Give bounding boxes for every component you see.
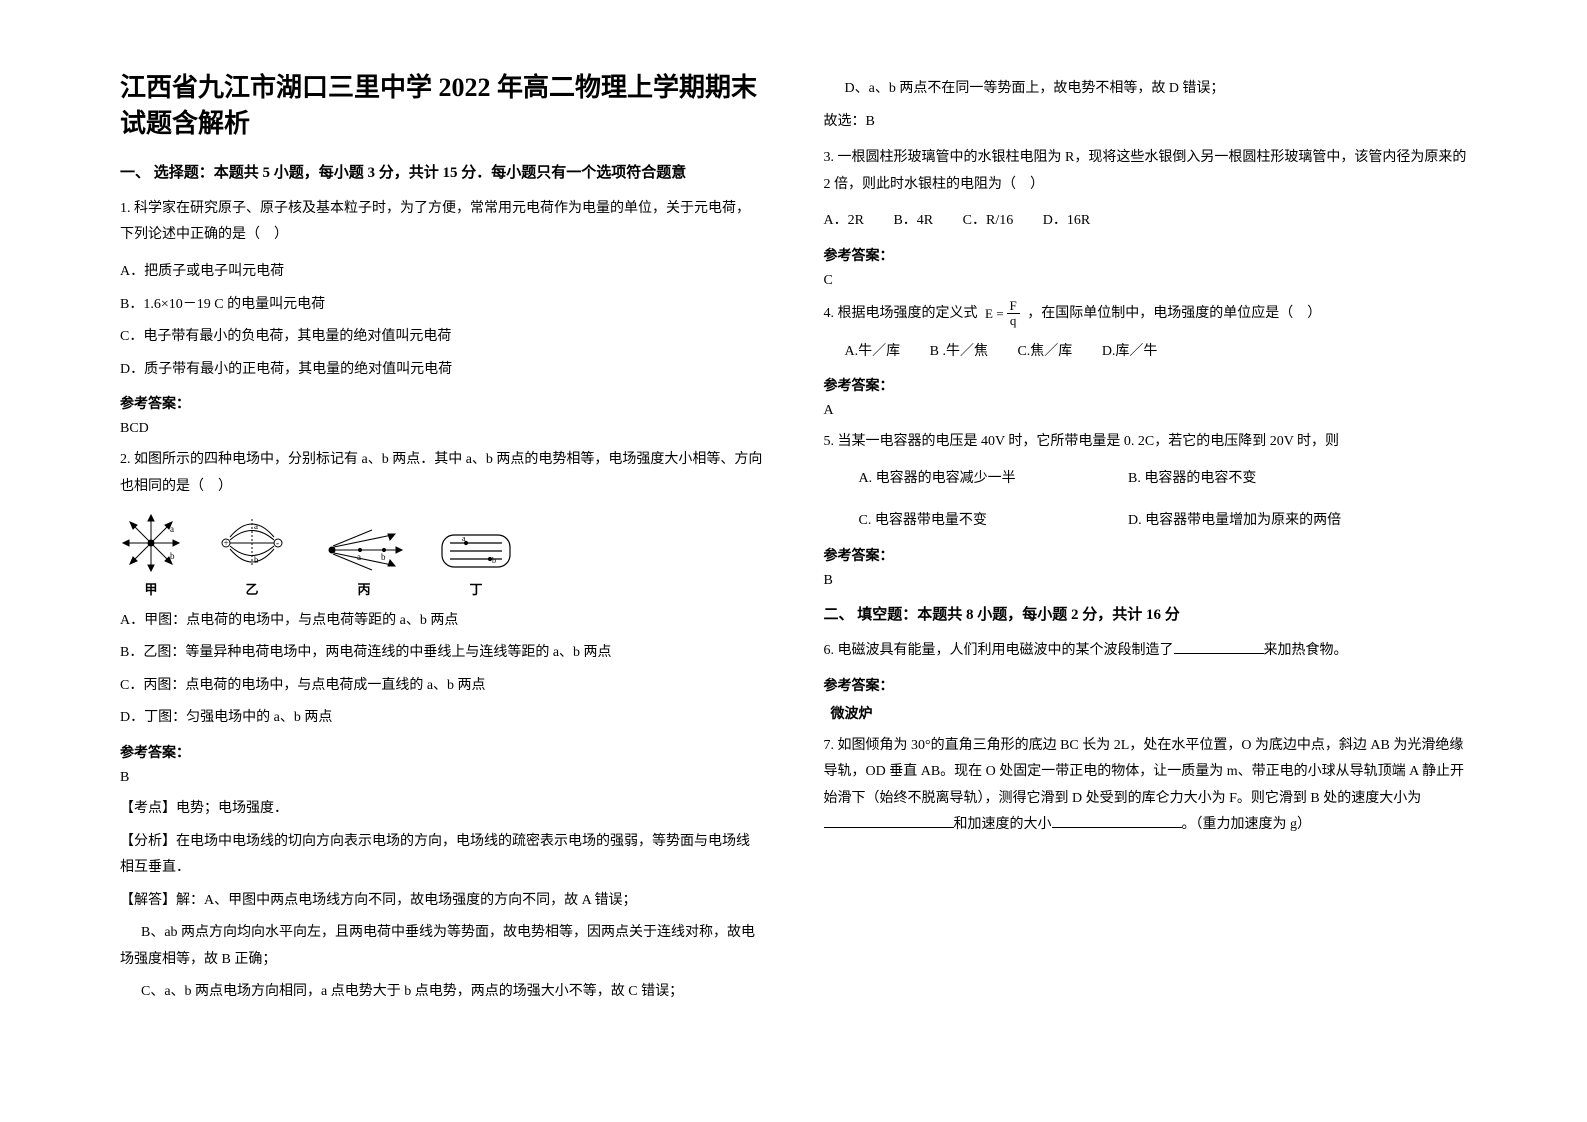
q4-formula: E = F q [985, 299, 1020, 329]
svg-text:a: a [357, 552, 361, 562]
svg-text:a: a [170, 524, 174, 534]
field-diagram-yi-icon: + - a b [212, 513, 292, 573]
q4-stem: 4. 根据电场强度的定义式 E = F q ，在国际单位制中，电场强度的单位应是… [824, 299, 1468, 329]
q7-stem-mid: 和加速度的大小 [954, 817, 1052, 832]
field-diagram-ding-icon: a b [436, 529, 516, 573]
q2-point: 【考点】电势；电场强度． [120, 796, 764, 823]
diagram-yi-label: 乙 [245, 579, 258, 598]
field-diagram-bing-icon: a b [322, 527, 406, 573]
svg-text:a: a [462, 534, 466, 543]
q2-diagrams: a b 甲 + - a b [120, 513, 764, 598]
svg-text:b: b [254, 555, 259, 565]
q6-stem: 6. 电磁波具有能量，人们利用电磁波中的某个波段制造了 来加热食物。 [824, 638, 1468, 665]
svg-text:-: - [276, 538, 279, 548]
diagram-jia-label: 甲 [144, 579, 157, 598]
q2-opt-c: C．丙图：点电荷的电场中，与点电荷成一直线的 a、b 两点 [120, 673, 764, 700]
q5-opt-d: D. 电容器带电量增加为原来的两倍 [1128, 513, 1341, 528]
q2-answer-label: 参考答案： [120, 742, 764, 762]
diagram-yi: + - a b 乙 [212, 513, 292, 598]
q7-stem-main: 7. 如图倾角为 30°的直角三角形的底边 BC 长为 2L，处在水平位置，O … [824, 738, 1465, 806]
q1-opt-c: C．电子带有最小的负电荷，其电量的绝对值叫元电荷 [120, 324, 764, 351]
diagram-bing-label: 丙 [357, 579, 370, 598]
q2-solve-d: D、a、b 两点不在同一等势面上，故电势不相等，故 D 错误； [824, 76, 1468, 103]
q1-opt-b: B．1.6×10－19 C 的电量叫元电荷 [120, 292, 764, 319]
diagram-jia: a b 甲 [120, 513, 182, 598]
q5-opt-c: C. 电容器带电量不变 [859, 508, 1099, 535]
right-column: D、a、b 两点不在同一等势面上，故电势不相等，故 D 错误； 故选：B 3. … [794, 70, 1488, 1082]
q2-stem: 2. 如图所示的四种电场中，分别标记有 a、b 两点．其中 a、b 两点的电势相… [120, 447, 764, 500]
q4-formula-num: F [1007, 299, 1020, 314]
q5-row2: C. 电容器带电量不变 D. 电容器带电量增加为原来的两倍 [824, 508, 1468, 535]
q1-answer-label: 参考答案： [120, 393, 764, 413]
q3-opt-b: B．4R [893, 213, 933, 228]
q2-opt-d: D．丁图：匀强电场中的 a、b 两点 [120, 705, 764, 732]
diagram-ding-label: 丁 [469, 579, 482, 598]
svg-text:b: b [170, 551, 175, 561]
q6-answer: 微波炉 [824, 703, 1468, 723]
q2-solve-b: B、ab 两点方向均向水平向左，且两电荷中垂线为等势面，故电势相等，因两点关于连… [120, 920, 764, 973]
section-1-heading: 一、 选择题：本题共 5 小题，每小题 3 分，共计 15 分．每小题只有一个选… [120, 161, 764, 182]
left-column: 江西省九江市湖口三里中学 2022 年高二物理上学期期末试题含解析 一、 选择题… [100, 70, 794, 1082]
q4-answer: A [824, 403, 1468, 419]
q4-answer-label: 参考答案： [824, 375, 1468, 395]
q3-opt-d: D．16R [1043, 213, 1090, 228]
q1-stem: 1. 科学家在研究原子、原子核及基本粒子时，为了方便，常常用元电荷作为电量的单位… [120, 196, 764, 249]
q6-blank [1174, 640, 1264, 654]
q4-opt-a: A.牛／库 [845, 344, 901, 359]
q2-opt-b: B．乙图：等量异种电荷电场中，两电荷连线的中垂线上与连线等距的 a、b 两点 [120, 640, 764, 667]
q7-stem-post: 。（重力加速度为 g） [1182, 817, 1312, 832]
svg-text:a: a [254, 521, 258, 531]
q1-opt-d: D．质子带有最小的正电荷，其电量的绝对值叫元电荷 [120, 357, 764, 384]
section-2-heading: 二、 填空题：本题共 8 小题，每小题 2 分，共计 16 分 [824, 603, 1468, 624]
q6-stem-pre: 6. 电磁波具有能量，人们利用电磁波中的某个波段制造了 [824, 643, 1174, 658]
svg-text:+: + [224, 538, 229, 548]
diagram-bing: a b 丙 [322, 527, 406, 598]
q4-formula-den: q [1010, 314, 1017, 328]
q1-answer: BCD [120, 421, 764, 437]
q5-stem: 5. 当某一电容器的电压是 40V 时，它所带电量是 0. 2C，若它的电压降到… [824, 429, 1468, 456]
q7-blank-1 [824, 814, 954, 828]
q3-opt-c: C．R/16 [963, 213, 1014, 228]
q2-solve-a: 【解答】解：A、甲图中两点电场线方向不同，故电场强度的方向不同，故 A 错误； [120, 888, 764, 915]
q3-opt-a: A．2R [824, 213, 864, 228]
q3-stem: 3. 一根圆柱形玻璃管中的水银柱电阻为 R，现将这些水银倒入另一根圆柱形玻璃管中… [824, 145, 1468, 198]
field-diagram-jia-icon: a b [120, 513, 182, 573]
svg-text:b: b [381, 552, 386, 562]
q6-answer-label: 参考答案： [824, 675, 1468, 695]
q2-opt-a: A．甲图：点电荷的电场中，与点电荷等距的 a、b 两点 [120, 608, 764, 635]
q4-opt-c: C.焦／库 [1017, 344, 1072, 359]
q7-blank-2 [1052, 814, 1182, 828]
q4-stem-post: ，在国际单位制中，电场强度的单位应是（ ） [1027, 306, 1321, 321]
q5-row1: A. 电容器的电容减少一半 B. 电容器的电容不变 [824, 466, 1468, 493]
q2-analysis: 【分析】在电场中电场线的切向方向表示电场的方向，电场线的疏密表示电场的强弱，等势… [120, 829, 764, 882]
q3-answer: C [824, 273, 1468, 289]
q4-opt-b: B .牛／焦 [930, 344, 988, 359]
q5-answer: B [824, 573, 1468, 589]
q5-opt-a: A. 电容器的电容减少一半 [859, 466, 1099, 493]
q4-stem-pre: 4. 根据电场强度的定义式 [824, 306, 978, 321]
q2-solve-c: C、a、b 两点电场方向相同，a 点电势大于 b 点电势，两点的场强大小不等，故… [120, 979, 764, 1006]
q3-options: A．2R B．4R C．R/16 D．16R [824, 208, 1468, 235]
svg-text:b: b [492, 556, 496, 565]
q7-stem: 7. 如图倾角为 30°的直角三角形的底边 BC 长为 2L，处在水平位置，O … [824, 733, 1468, 839]
q2-conclude: 故选：B [824, 109, 1468, 136]
q4-options: A.牛／库 B .牛／焦 C.焦／库 D.库／牛 [824, 339, 1468, 366]
q4-opt-d: D.库／牛 [1102, 344, 1158, 359]
q5-opt-b: B. 电容器的电容不变 [1128, 471, 1256, 486]
q4-formula-lhs: E = [985, 307, 1004, 321]
q3-answer-label: 参考答案： [824, 245, 1468, 265]
q5-answer-label: 参考答案： [824, 545, 1468, 565]
q2-answer: B [120, 770, 764, 786]
doc-title: 江西省九江市湖口三里中学 2022 年高二物理上学期期末试题含解析 [120, 70, 764, 143]
q1-opt-a: A．把质子或电子叫元电荷 [120, 259, 764, 286]
diagram-ding: a b 丁 [436, 529, 516, 598]
q6-stem-post: 来加热食物。 [1264, 643, 1348, 658]
